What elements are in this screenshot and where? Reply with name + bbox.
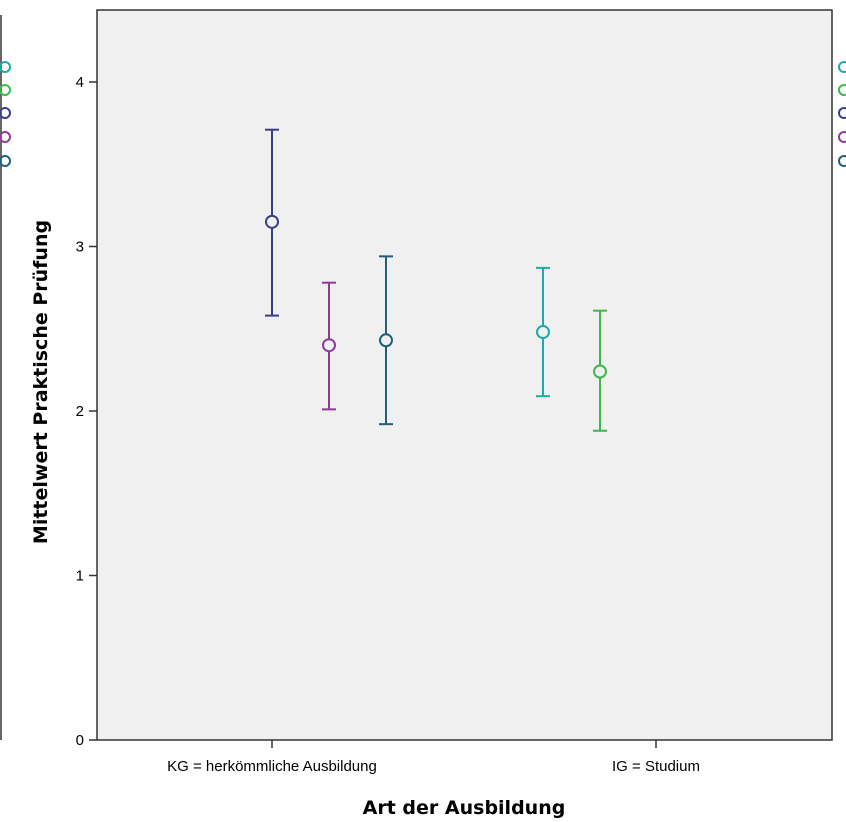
mean-marker bbox=[593, 364, 607, 379]
legend-marker-cropped bbox=[0, 131, 11, 143]
legend-marker-cropped bbox=[838, 131, 846, 143]
plot-area bbox=[96, 9, 833, 741]
legend-marker-cropped bbox=[0, 61, 11, 73]
mean-marker bbox=[536, 325, 550, 340]
legend-marker-cropped bbox=[0, 84, 11, 96]
legend-marker-cropped bbox=[0, 155, 11, 167]
legend-marker-cropped bbox=[838, 84, 846, 96]
mean-marker bbox=[265, 214, 279, 229]
x-axis: KG = herkömmliche Ausbildung IG = Studium bbox=[167, 740, 700, 775]
y-tick-label: 1 bbox=[76, 568, 84, 585]
y-tick-label: 2 bbox=[76, 403, 84, 420]
y-axis: 0 1 2 3 4 bbox=[76, 74, 97, 749]
left-legend-markers bbox=[0, 61, 11, 167]
error-bar-marks bbox=[265, 128, 607, 432]
x-tick-label: IG = Studium bbox=[612, 758, 700, 775]
right-legend-markers bbox=[838, 61, 846, 167]
y-tick-label: 3 bbox=[76, 239, 84, 256]
legend-marker-cropped bbox=[838, 155, 846, 167]
mean-marker bbox=[379, 333, 393, 348]
x-axis-title: Art der Ausbildung bbox=[363, 797, 566, 819]
y-tick-label: 4 bbox=[76, 74, 84, 91]
y-axis-title: Mittelwert Praktische Prüfung bbox=[30, 220, 52, 544]
x-tick-label: KG = herkömmliche Ausbildung bbox=[167, 758, 377, 775]
mean-marker bbox=[322, 338, 336, 353]
legend-marker-cropped bbox=[838, 61, 846, 73]
y-tick-label: 0 bbox=[76, 732, 84, 749]
legend-marker-cropped bbox=[838, 107, 846, 119]
legend-marker-cropped bbox=[0, 107, 11, 119]
